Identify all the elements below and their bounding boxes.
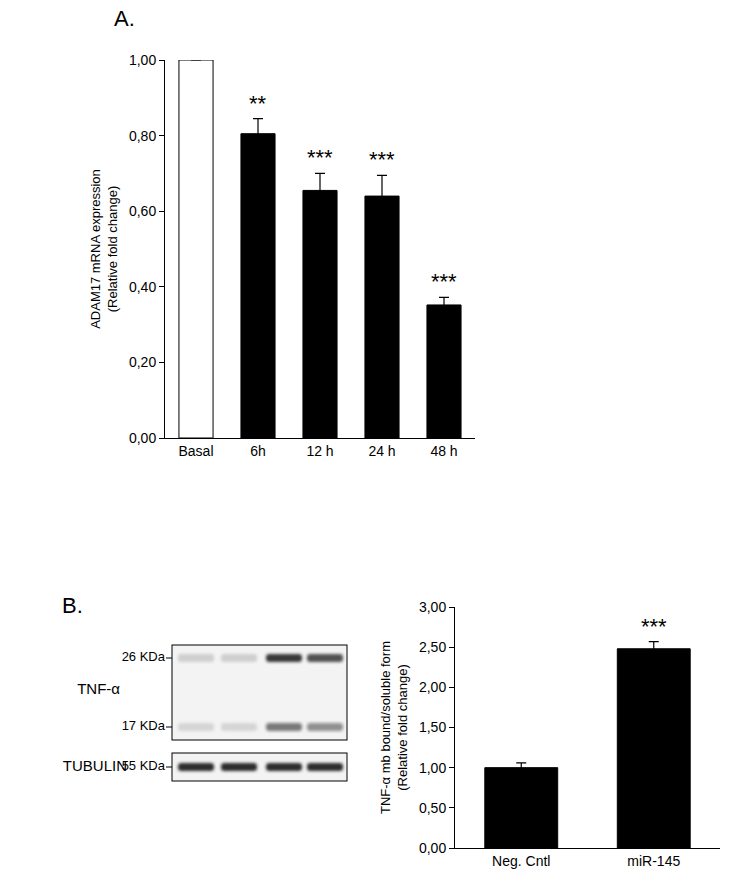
svg-text:17 KDa: 17 KDa — [122, 718, 166, 733]
svg-text:2,00: 2,00 — [419, 679, 446, 695]
svg-text:0,50: 0,50 — [419, 800, 446, 816]
svg-text:TUBULIN: TUBULIN — [63, 757, 127, 774]
svg-text:0,40: 0,40 — [129, 279, 156, 295]
svg-text:55 KDa: 55 KDa — [122, 758, 166, 773]
svg-text:***: *** — [369, 147, 395, 172]
svg-text:A.: A. — [114, 6, 135, 31]
svg-text:2,50: 2,50 — [419, 639, 446, 655]
svg-text:0,80: 0,80 — [129, 128, 156, 144]
svg-text:0,00: 0,00 — [129, 430, 156, 446]
svg-text:Neg. Cntl: Neg. Cntl — [492, 853, 550, 869]
svg-text:26 KDa: 26 KDa — [122, 649, 166, 664]
svg-text:0,00: 0,00 — [419, 840, 446, 856]
svg-text:12 h: 12 h — [306, 443, 333, 459]
svg-text:B.: B. — [62, 593, 83, 618]
svg-text:***: *** — [307, 145, 333, 170]
svg-text:48 h: 48 h — [430, 443, 457, 459]
svg-text:***: *** — [641, 614, 667, 639]
svg-text:1,50: 1,50 — [419, 719, 446, 735]
svg-text:TNF-α: TNF-α — [77, 680, 120, 697]
svg-text:TNF-α mb bound/soluble form(Re: TNF-α mb bound/soluble form(Relative fol… — [378, 641, 410, 814]
svg-text:3,00: 3,00 — [419, 599, 446, 615]
svg-text:0,20: 0,20 — [129, 354, 156, 370]
svg-text:***: *** — [431, 269, 457, 294]
svg-text:24 h: 24 h — [368, 443, 395, 459]
svg-text:1,00: 1,00 — [129, 52, 156, 68]
svg-text:ADAM17 mRNA expression(Relativ: ADAM17 mRNA expression(Relative fold cha… — [88, 169, 120, 329]
svg-text:Basal: Basal — [178, 443, 213, 459]
svg-text:0,60: 0,60 — [129, 203, 156, 219]
svg-text:**: ** — [249, 91, 267, 116]
svg-text:6h: 6h — [250, 443, 266, 459]
svg-text:1,00: 1,00 — [419, 760, 446, 776]
svg-text:miR-145: miR-145 — [627, 853, 680, 869]
